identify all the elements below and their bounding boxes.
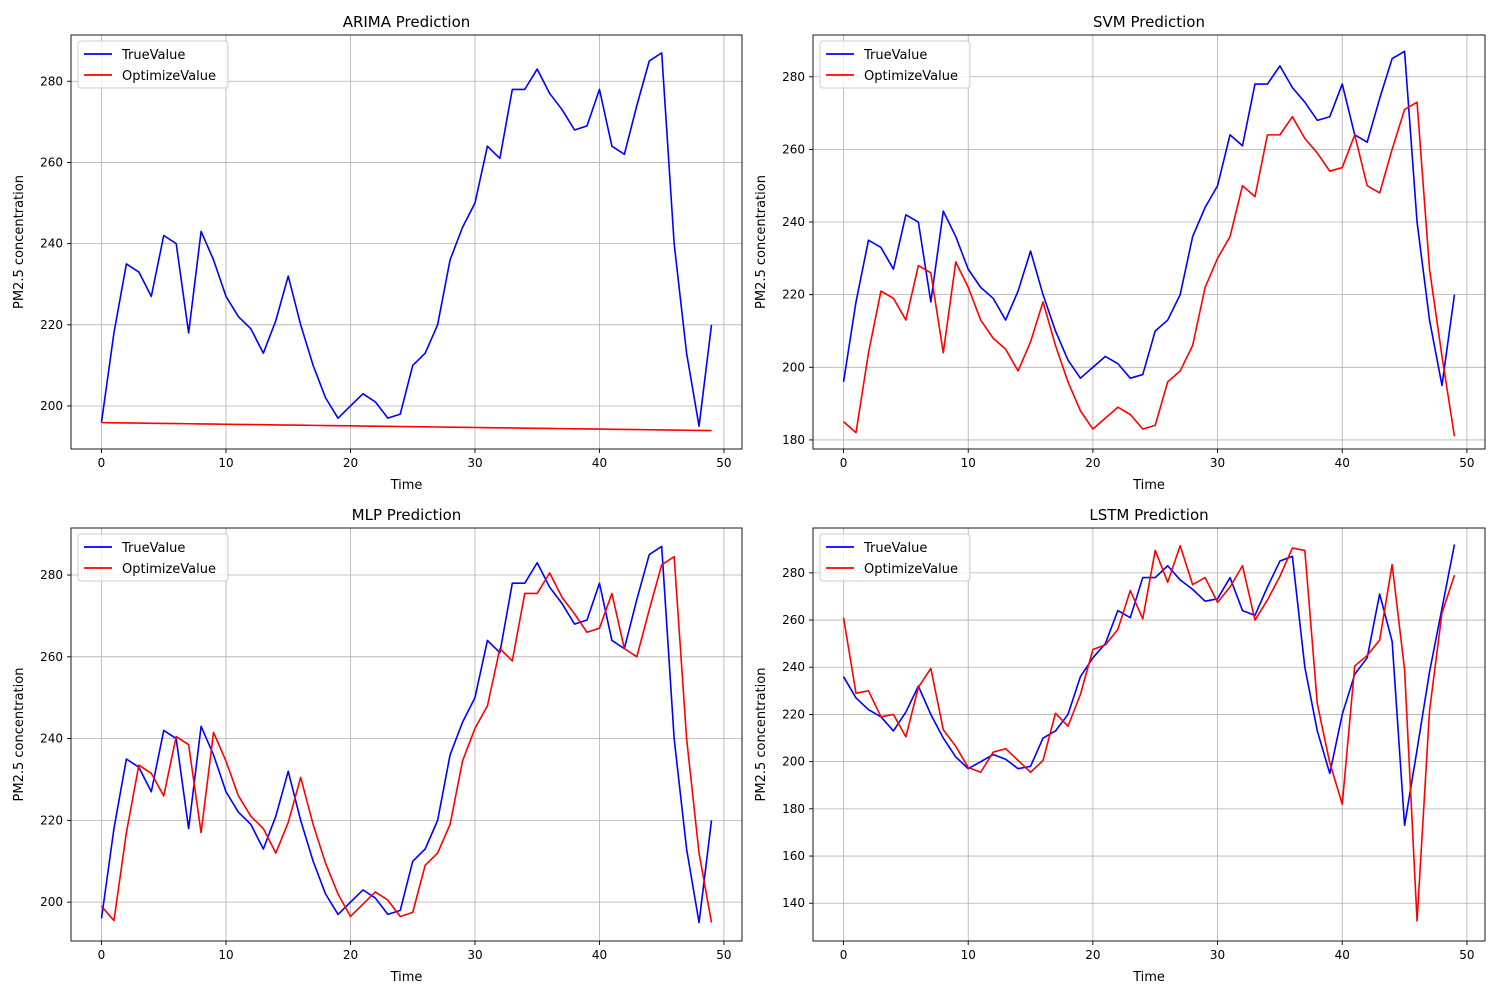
- x-tick-label: 40: [592, 456, 607, 470]
- legend-label-truevalue: TrueValue: [863, 48, 927, 63]
- y-tick-label: 220: [40, 813, 63, 827]
- x-tick-label: 20: [1085, 948, 1100, 962]
- legend-box: [819, 40, 971, 89]
- x-tick-label: 20: [343, 456, 358, 470]
- legend: TrueValue OptimizeValue: [819, 40, 971, 89]
- y-tick-label: 240: [782, 215, 805, 229]
- y-tick-label: 220: [782, 288, 805, 302]
- y-tick-label: 180: [782, 433, 805, 447]
- series-line-optimizevalue: [843, 101, 1456, 437]
- legend-box: [77, 40, 229, 89]
- y-tick-label: 280: [40, 74, 63, 88]
- series-line-optimizevalue: [100, 555, 713, 923]
- x-tick-label: 40: [592, 948, 607, 962]
- x-axis-label: Time: [390, 970, 423, 985]
- y-axis-label: PM2.5 concentration: [754, 668, 769, 802]
- y-axis-label: PM2.5 concentration: [12, 668, 27, 802]
- y-tick-label: 240: [782, 660, 805, 674]
- legend-label-truevalue: TrueValue: [121, 48, 185, 63]
- x-tick-label: 20: [343, 948, 358, 962]
- legend-label-optimizevalue: OptimizeValue: [122, 69, 216, 84]
- x-tick-label: 50: [716, 456, 731, 470]
- axes-frame: [812, 527, 1486, 942]
- legend-box: [77, 533, 229, 582]
- legend-label-optimizevalue: OptimizeValue: [122, 562, 216, 577]
- y-tick-label: 220: [40, 318, 63, 332]
- y-tick-label: 260: [40, 650, 63, 664]
- y-tick-label: 240: [40, 237, 63, 251]
- axes-frame: [812, 34, 1486, 450]
- x-tick-label: 10: [961, 456, 976, 470]
- y-tick-label: 260: [40, 155, 63, 169]
- series-line-truevalue: [100, 52, 713, 428]
- y-tick-label: 200: [40, 895, 63, 909]
- x-axis-label: Time: [1132, 970, 1165, 985]
- y-tick-label: 280: [782, 566, 805, 580]
- x-axis-label: Time: [1132, 478, 1165, 493]
- subplot-arima-prediction: 0 10 20 30 40 50 200 220 240 260 280 ARIMA Predicti…: [12, 13, 743, 493]
- axes-frame: [70, 527, 743, 942]
- y-tick-label: 260: [782, 613, 805, 627]
- series-line-truevalue: [842, 50, 1456, 387]
- x-tick-label: 0: [98, 456, 106, 470]
- x-tick-label: 0: [98, 948, 106, 962]
- x-tick-label: 40: [1335, 948, 1350, 962]
- x-tick-label: 30: [1210, 456, 1225, 470]
- subplot-svm-prediction: 0 10 20 30 40 50 180 200 220 240 260 280 SVM Predict…: [754, 13, 1486, 493]
- x-tick-label: 30: [467, 456, 482, 470]
- x-tick-label: 20: [1085, 456, 1100, 470]
- series-line-optimizevalue: [842, 544, 1456, 922]
- chart-title: LSTM Prediction: [1089, 506, 1208, 524]
- x-tick-label: 0: [840, 948, 848, 962]
- x-axis-label: Time: [390, 478, 423, 493]
- chart-title: MLP Prediction: [352, 506, 462, 524]
- y-tick-label: 180: [782, 802, 805, 816]
- legend-label-optimizevalue: OptimizeValue: [864, 562, 958, 577]
- x-tick-label: 30: [467, 948, 482, 962]
- legend-label-optimizevalue: OptimizeValue: [864, 69, 958, 84]
- legend-label-truevalue: TrueValue: [121, 541, 185, 556]
- y-tick-label: 160: [782, 849, 805, 863]
- y-axis-label: PM2.5 concentration: [754, 175, 769, 309]
- x-tick-label: 50: [716, 948, 731, 962]
- y-tick-label: 200: [40, 399, 63, 413]
- chart-title: ARIMA Prediction: [343, 13, 471, 31]
- x-tick-label: 50: [1459, 948, 1474, 962]
- chart-title: SVM Prediction: [1093, 13, 1205, 31]
- y-tick-label: 220: [782, 707, 805, 721]
- x-tick-label: 50: [1459, 456, 1474, 470]
- subplot-lstm-prediction: 0 10 20 30 40 50 140 160 180 200 220 240 260 280 LSTM …: [754, 506, 1486, 985]
- y-tick-label: 260: [782, 142, 805, 156]
- x-tick-label: 0: [840, 456, 848, 470]
- legend: TrueValue OptimizeValue: [77, 533, 229, 582]
- x-tick-label: 10: [961, 948, 976, 962]
- y-tick-label: 140: [782, 896, 805, 910]
- series-line-optimizevalue: [101, 421, 712, 432]
- legend-box: [819, 533, 971, 582]
- y-tick-label: 200: [782, 755, 805, 769]
- y-tick-label: 200: [782, 360, 805, 374]
- subplot-mlp-prediction: 0 10 20 30 40 50 200 220 240 260 280 MLP Prediction…: [12, 506, 743, 985]
- legend: TrueValue OptimizeValue: [819, 533, 971, 582]
- legend: TrueValue OptimizeValue: [77, 40, 229, 89]
- x-tick-label: 30: [1210, 948, 1225, 962]
- y-tick-label: 240: [40, 732, 63, 746]
- legend-label-truevalue: TrueValue: [863, 541, 927, 556]
- x-tick-label: 10: [218, 948, 233, 962]
- x-tick-label: 40: [1335, 456, 1350, 470]
- series-line-truevalue: [100, 545, 713, 924]
- y-axis-label: PM2.5 concentration: [12, 175, 27, 309]
- axes-frame: [70, 34, 743, 450]
- y-tick-label: 280: [40, 568, 63, 582]
- y-tick-label: 280: [782, 70, 805, 84]
- x-tick-label: 10: [218, 456, 233, 470]
